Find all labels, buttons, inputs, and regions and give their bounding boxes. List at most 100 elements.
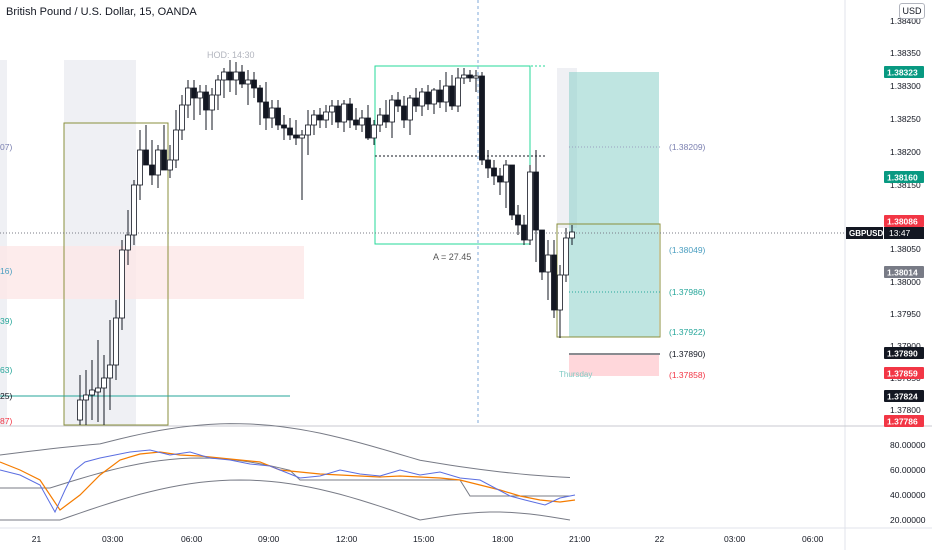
- candle-body: [419, 91, 425, 107]
- candle-body: [461, 74, 467, 79]
- time-tick: 03:00: [724, 534, 746, 544]
- candle-body: [191, 87, 197, 99]
- candle-body: [425, 91, 431, 105]
- candle-body: [257, 87, 263, 103]
- oscillator-tick: 40.00000: [890, 490, 926, 500]
- time-tick: 21: [32, 534, 42, 544]
- candle-body: [443, 85, 449, 103]
- candle-body: [509, 164, 515, 216]
- symbol-badge-text: GBPUSD: [849, 229, 883, 238]
- candle-body: [551, 254, 557, 311]
- time-tick: 15:00: [413, 534, 435, 544]
- candle-body: [269, 107, 275, 119]
- range-box: [63, 122, 169, 426]
- candle-body: [383, 114, 389, 123]
- time-tick: 21:00: [569, 534, 591, 544]
- level-label: 16): [0, 266, 12, 276]
- candle-body: [239, 71, 245, 85]
- hod-label: HOD: 14:30: [207, 50, 255, 60]
- chart-title: British Pound / U.S. Dollar, 15, OANDA: [6, 6, 197, 18]
- price-tick: 1.38200: [890, 147, 921, 157]
- level-label: 25): [0, 391, 12, 401]
- price-badge-text: 1.37824: [887, 392, 918, 402]
- candle-body: [389, 99, 395, 123]
- bollinger-lower: [0, 479, 571, 521]
- candle-body: [473, 75, 479, 79]
- price-badge-text: 1.37890: [887, 349, 918, 359]
- price-badge: [884, 215, 924, 227]
- candle-body: [413, 97, 419, 107]
- candle-body: [233, 71, 239, 81]
- price-tick: 1.38400: [890, 16, 921, 26]
- price-badge: [884, 266, 924, 278]
- time-tick: 09:00: [258, 534, 280, 544]
- candle-body: [455, 77, 461, 107]
- candle-body: [539, 229, 545, 273]
- target-zone: [569, 72, 659, 337]
- symbol-badge: [846, 227, 883, 239]
- entry-box: [556, 223, 661, 338]
- candle-body: [299, 134, 305, 139]
- candle-body: [569, 231, 575, 239]
- candle-body: [89, 389, 95, 396]
- level-label: 63): [0, 365, 12, 375]
- level-label: (1.37922): [669, 327, 706, 337]
- candle-body: [197, 91, 203, 99]
- time-tick: 03:00: [102, 534, 124, 544]
- candle-body: [161, 149, 167, 171]
- bollinger-upper: [0, 423, 571, 478]
- candle-body: [491, 167, 497, 177]
- price-tick: 1.38300: [890, 81, 921, 91]
- candle-body: [131, 184, 137, 236]
- candle-body: [365, 117, 371, 139]
- candle-body: [119, 249, 125, 319]
- currency-button[interactable]: USD: [899, 3, 925, 19]
- session-shade: [64, 60, 136, 425]
- level-label: 07): [0, 142, 12, 152]
- candle-body: [515, 214, 521, 226]
- candle-body: [371, 124, 377, 139]
- price-tick: 1.38000: [890, 277, 921, 287]
- candle-body: [323, 111, 329, 121]
- price-badge-text: 1.38014: [887, 268, 918, 278]
- candle-body: [83, 394, 89, 401]
- candle-body: [149, 164, 155, 176]
- time-tick: 18:00: [492, 534, 514, 544]
- candle-body: [377, 114, 383, 126]
- candle-body: [545, 254, 551, 273]
- candle-body: [395, 99, 401, 107]
- measure-box: [374, 65, 531, 245]
- price-badge-text: 1.38323: [887, 68, 918, 78]
- time-tick: 06:00: [181, 534, 203, 544]
- candle-body: [227, 71, 233, 81]
- candle-body: [557, 274, 563, 311]
- countdown-badge: [884, 227, 924, 239]
- candle-body: [275, 107, 281, 126]
- countdown-text: 13:47: [889, 228, 911, 238]
- price-badge: [884, 347, 924, 359]
- price-tick: 1.38150: [890, 180, 921, 190]
- candle-body: [251, 79, 257, 89]
- candle-body: [101, 377, 107, 389]
- candle-body: [341, 103, 347, 123]
- candle-body: [485, 159, 491, 169]
- candle-body: [125, 234, 131, 251]
- candle-body: [329, 105, 335, 113]
- candle-body: [311, 114, 317, 126]
- level-label: (1.38209): [669, 142, 706, 152]
- oscillator-tick: 60.00000: [890, 465, 926, 475]
- candle-body: [431, 89, 437, 105]
- candle-body: [113, 317, 119, 366]
- oscillator-tick: 20.00000: [890, 515, 926, 525]
- candle-body: [359, 117, 365, 126]
- rsi-line: [0, 449, 576, 514]
- candle-body: [143, 149, 149, 166]
- level-label: (1.37858): [669, 370, 706, 380]
- candle-body: [203, 91, 209, 111]
- price-badge: [884, 367, 924, 379]
- candle-body: [437, 89, 443, 103]
- candle-body: [77, 399, 83, 421]
- candle-body: [173, 129, 179, 161]
- candle-body: [503, 164, 509, 183]
